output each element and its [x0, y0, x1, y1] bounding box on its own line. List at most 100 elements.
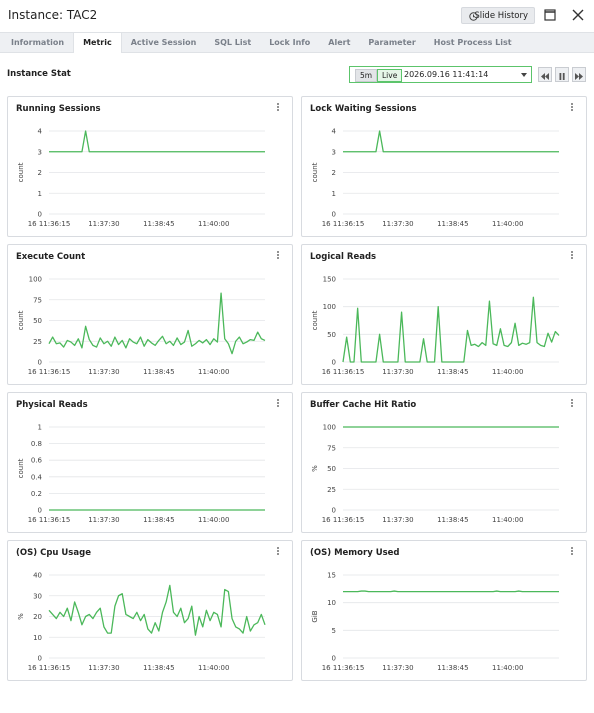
tab[interactable]: Lock Info: [269, 38, 311, 47]
series-line: [342, 296, 560, 363]
y-axis-label: count: [17, 310, 25, 330]
chart-menu[interactable]: [277, 399, 279, 407]
menu-dot: [277, 254, 279, 256]
y-tick-label: 75: [33, 296, 42, 304]
menu-dot: [571, 254, 573, 256]
menu-dot: [277, 103, 279, 105]
y-tick-label: 0: [38, 655, 42, 663]
x-tick-label: 11:38:45: [437, 220, 468, 228]
y-tick-label: 25: [327, 486, 336, 494]
menu-dot: [277, 405, 279, 407]
y-tick-label: 100: [323, 303, 336, 311]
y-axis-label: %: [311, 465, 319, 472]
chart: Execute Count 0 25 50 75 100 count 16 11:36:15 1…: [16, 251, 279, 376]
chart-menu[interactable]: [571, 399, 573, 407]
y-tick-label: 1: [38, 190, 42, 198]
x-tick-label: 16 11:36:15: [322, 368, 365, 376]
y-tick-label: 0.8: [31, 440, 42, 448]
tab[interactable]: Alert: [328, 38, 351, 47]
y-tick-label: 1: [332, 190, 336, 198]
range-chip[interactable]: 5m: [355, 69, 378, 82]
x-tick-label: 16 11:36:15: [28, 516, 71, 524]
menu-dot: [277, 402, 279, 404]
menu-dot: [571, 103, 573, 105]
x-tick-label: 11:38:45: [143, 516, 174, 524]
tab[interactable]: Host Process List: [433, 38, 512, 47]
forward-button[interactable]: [572, 67, 586, 82]
x-tick-label: 11:37:30: [382, 516, 413, 524]
window-title: Instance: TAC2: [8, 8, 98, 22]
x-tick-label: 11:38:45: [437, 664, 468, 672]
y-tick-label: 3: [332, 148, 336, 156]
tab[interactable]: SQL List: [214, 38, 252, 47]
x-tick-label: 11:37:30: [88, 220, 119, 228]
y-tick-label: 0: [332, 507, 336, 515]
chart: (OS) Cpu Usage 0 10 20 30 40% 16 11:36:15 11:37…: [16, 547, 279, 672]
y-tick-label: 50: [327, 331, 336, 339]
chart-menu[interactable]: [277, 103, 279, 111]
chart-menu[interactable]: [571, 251, 573, 259]
chart-menu[interactable]: [571, 103, 573, 111]
x-tick-label: 11:40:00: [198, 220, 229, 228]
chart-panel: (OS) Cpu Usage 0 10 20 30 40% 16 11:36:15 11:37…: [7, 540, 293, 681]
slide-history-button[interactable]: Slide History: [461, 7, 535, 24]
live-chip[interactable]: Live: [377, 69, 403, 82]
chart-menu[interactable]: [277, 547, 279, 555]
tab[interactable]: Metric: [73, 33, 122, 53]
menu-dot: [277, 553, 279, 555]
menu-dot: [277, 550, 279, 552]
chart: Running Sessions 0 1 2 3 4 count 16 11:36:15 11:…: [16, 103, 279, 228]
chart: (OS) Memory Used 0 5 10 15 GiB 16 11:36:15 11:3…: [310, 547, 573, 672]
x-tick-label: 11:37:30: [382, 368, 413, 376]
y-tick-label: 2: [38, 169, 42, 177]
tab[interactable]: Active Session: [130, 38, 197, 47]
chart-panel: (OS) Memory Used 0 5 10 15 GiB 16 11:36:15 11:3…: [301, 540, 587, 681]
chart: Lock Waiting Sessions 0 1 2 3 4 count 16 11:36:…: [310, 103, 573, 228]
chart: Buffer Cache Hit Ratio 0 25 50 75 100% 16 11:3…: [310, 399, 573, 524]
y-tick-label: 50: [33, 317, 42, 325]
y-axis-label: count: [17, 162, 25, 182]
pause-icon: [559, 73, 565, 80]
tab[interactable]: Information: [11, 38, 65, 47]
y-tick-label: 0: [38, 211, 42, 219]
y-tick-label: 0: [332, 655, 336, 663]
chart-title: Physical Reads: [16, 400, 88, 410]
rewind-button[interactable]: [538, 67, 552, 82]
chart-panel: Execute Count 0 25 50 75 100 count 16 11:36:15 1…: [7, 244, 293, 385]
y-tick-label: 10: [33, 634, 42, 642]
y-tick-label: 0: [332, 211, 336, 219]
chart-title: Execute Count: [16, 252, 85, 262]
close-button[interactable]: [572, 9, 584, 21]
x-tick-label: 16 11:36:15: [28, 368, 71, 376]
chart-menu[interactable]: [277, 251, 279, 259]
y-tick-label: 0.4: [31, 473, 43, 481]
chart-panel: Physical Reads 0 0.2 0.4 0.6 0.8 1 count 16 11:3…: [7, 392, 293, 533]
menu-dot: [571, 550, 573, 552]
tab[interactable]: Parameter: [368, 38, 416, 47]
y-tick-label: 25: [33, 338, 42, 346]
x-tick-label: 11:37:30: [88, 368, 119, 376]
chart-menu[interactable]: [571, 547, 573, 555]
menu-dot: [571, 109, 573, 111]
chart-title: (OS) Cpu Usage: [16, 548, 91, 558]
maximize-button[interactable]: [544, 9, 556, 21]
y-tick-label: 4: [38, 128, 43, 136]
x-tick-label: 11:40:00: [198, 664, 229, 672]
x-tick-label: 16 11:36:15: [322, 516, 365, 524]
pause-button[interactable]: [555, 67, 569, 82]
y-tick-label: 0: [332, 359, 336, 367]
menu-dot: [277, 399, 279, 401]
series-line: [49, 130, 265, 153]
x-tick-label: 11:38:45: [143, 664, 174, 672]
y-tick-label: 150: [323, 276, 336, 284]
y-tick-label: 2: [332, 169, 336, 177]
y-tick-label: 100: [323, 424, 336, 432]
x-tick-label: 11:38:45: [143, 368, 174, 376]
time-selector[interactable]: 5m Live 2026.09.16 11:41:14: [349, 66, 532, 83]
menu-dot: [277, 251, 279, 253]
chart-title: Running Sessions: [16, 104, 101, 114]
header: Instance: TAC2 Slide History: [0, 0, 594, 32]
y-tick-label: 0: [38, 359, 42, 367]
forward-icon: [575, 73, 583, 80]
